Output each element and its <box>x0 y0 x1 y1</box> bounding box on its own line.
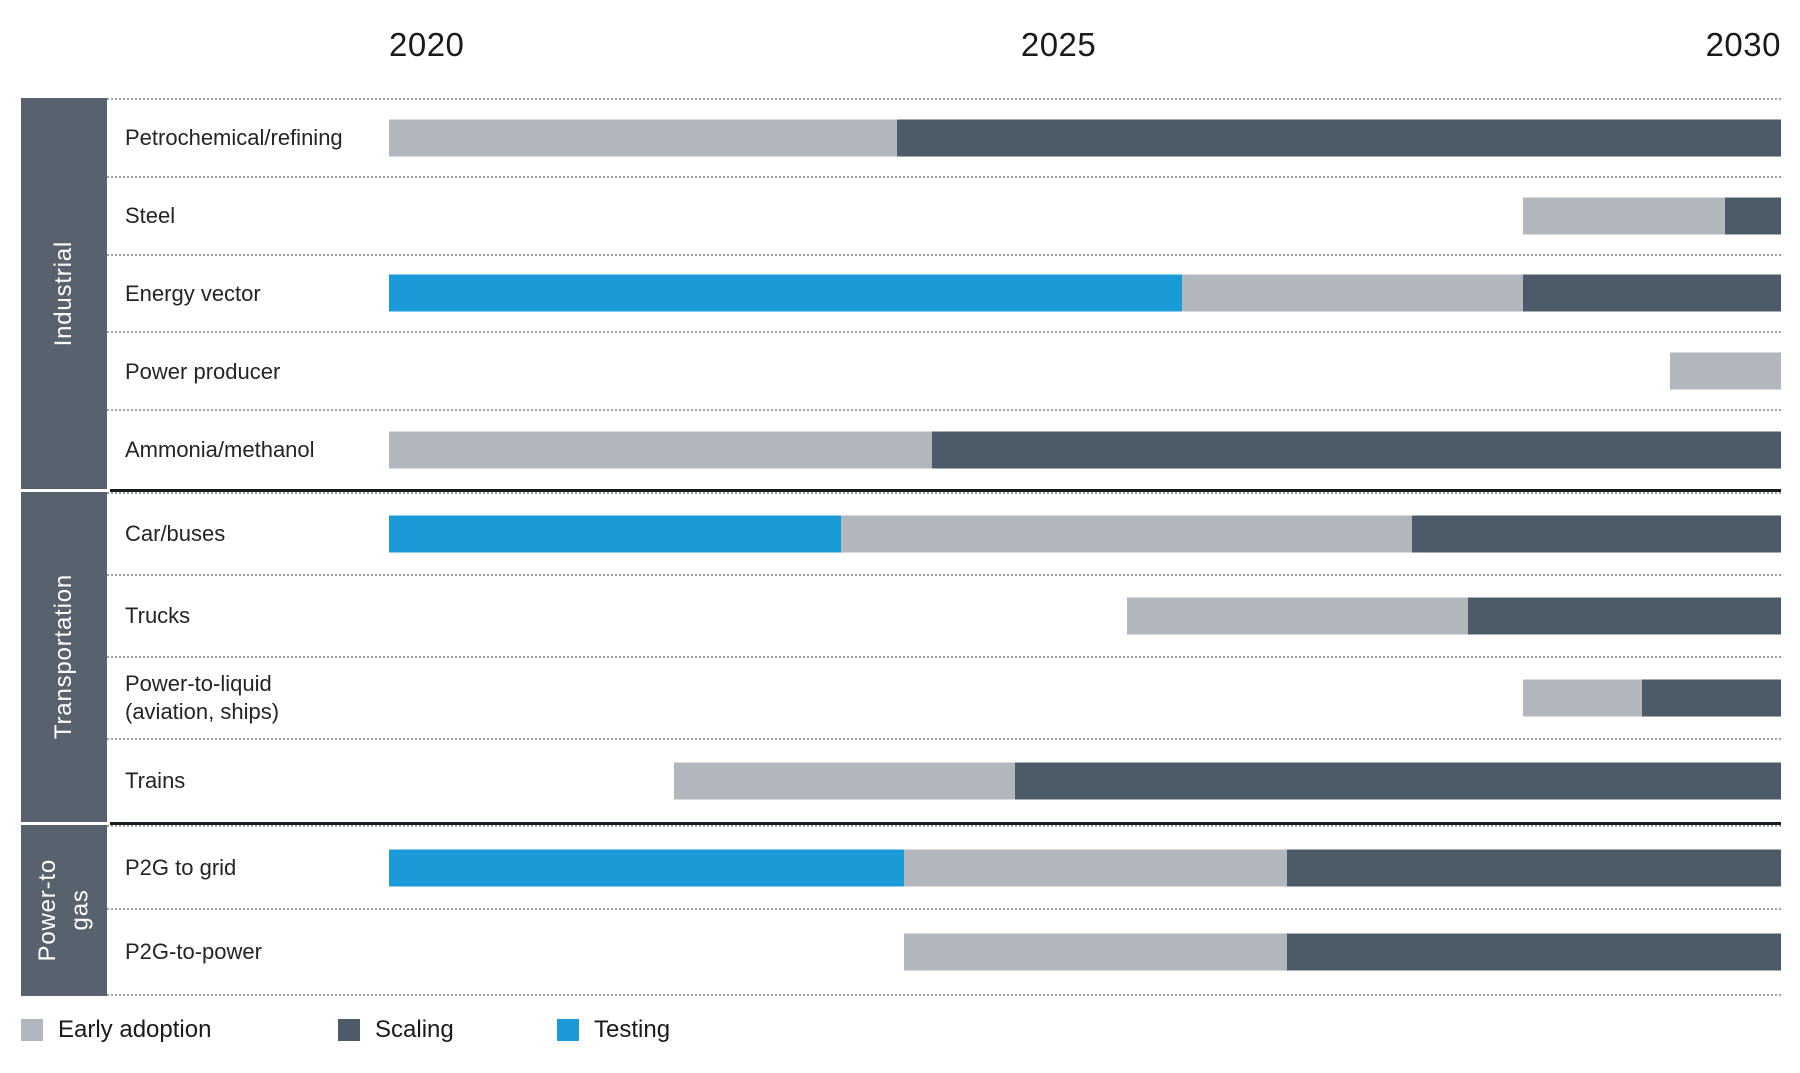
bar-segment-early <box>1523 679 1642 717</box>
row-label: Energy vector <box>125 280 261 306</box>
section-rows: P2G to grid P2G-to-power <box>107 824 1781 996</box>
bar-segment-early <box>841 515 1413 553</box>
axis-tick-2020: 2020 <box>389 26 465 63</box>
early-adoption-swatch-icon <box>21 1019 43 1041</box>
bar-segment-early <box>1669 352 1781 390</box>
bar-segment-scaling <box>1467 597 1781 635</box>
section-rows: Petrochemical/refining Steel Energy vector… <box>107 98 1781 489</box>
legend-item-scaling: Scaling <box>338 1016 454 1044</box>
timeline-row-power-producer: Power producer <box>107 333 1781 412</box>
timeline-row-steel: Steel <box>107 178 1781 256</box>
row-label: P2G-to-power <box>125 939 262 965</box>
section-label-block-power-to-gas: Power-to gas <box>21 824 107 996</box>
row-label: Ammonia/methanol <box>125 437 315 463</box>
row-track <box>389 100 1781 176</box>
bar-segment-early <box>904 849 1287 887</box>
timeline-row-p2g-to-power: P2G-to-power <box>107 910 1781 994</box>
bar-segment-early <box>1126 597 1468 635</box>
timeline-row-energy-vector: Energy vector <box>107 256 1781 334</box>
row-label: Power producer <box>125 358 281 384</box>
row-track <box>389 494 1781 574</box>
bar-segment-scaling <box>1412 515 1781 553</box>
bar-segment-early <box>1523 197 1726 235</box>
bar-segment-early <box>674 762 1016 800</box>
legend-label: Early adoption <box>58 1016 212 1043</box>
row-label: Power-to-liquid (aviation, ships) <box>125 671 280 724</box>
row-track <box>389 178 1781 254</box>
section-label-block-transportation: Transportation <box>21 491 107 822</box>
section-transportation: Transportation Car/buses Trucks Power-to-li… <box>21 491 1781 822</box>
bar-segment-scaling <box>897 119 1781 157</box>
timeline-row-petrochemical-refining: Petrochemical/refining <box>107 100 1781 178</box>
section-label: Transportation <box>49 574 77 740</box>
bar-segment-scaling <box>1286 849 1781 887</box>
timeline-chart-body: Industrial Petrochemical/refining Steel Ene… <box>21 98 1781 996</box>
section-label: Power-to gas <box>33 859 93 962</box>
section-power-to-gas: Power-to gas P2G to grid P2G-to-power <box>21 824 1781 996</box>
row-track <box>389 658 1781 738</box>
bar-segment-testing <box>389 515 842 553</box>
bar-segment-scaling <box>1015 762 1781 800</box>
section-rows: Car/buses Trucks Power-to-liquid (aviation… <box>107 491 1781 822</box>
row-track <box>389 576 1781 656</box>
row-label: P2G to grid <box>125 854 237 880</box>
row-label: Trains <box>125 768 186 794</box>
timeline-row-ammonia-methanol: Ammonia/methanol <box>107 411 1781 489</box>
x-axis: 2020 2025 2030 <box>389 26 1781 76</box>
timeline-row-trucks: Trucks <box>107 576 1781 658</box>
timeline-row-power-to-liquid: Power-to-liquid (aviation, ships) <box>107 658 1781 740</box>
row-label: Trucks <box>125 603 191 629</box>
bar-segment-scaling <box>1523 274 1781 312</box>
bar-segment-scaling <box>1725 197 1781 235</box>
row-label: Petrochemical/refining <box>125 125 343 151</box>
bar-segment-early <box>1182 274 1524 312</box>
timeline-row-trains: Trains <box>107 740 1781 822</box>
axis-tick-2030: 2030 <box>1705 26 1781 63</box>
legend-item-testing: Testing <box>557 1016 670 1044</box>
timeline-row-car-buses: Car/buses <box>107 494 1781 576</box>
section-industrial: Industrial Petrochemical/refining Steel Ene… <box>21 98 1781 489</box>
testing-swatch-icon <box>557 1019 579 1041</box>
section-divider <box>110 821 1781 825</box>
section-label-block-industrial: Industrial <box>21 98 107 489</box>
row-label: Steel <box>125 202 176 228</box>
axis-tick-2025: 2025 <box>1020 26 1097 63</box>
legend-item-early-adoption: Early adoption <box>21 1016 211 1044</box>
bar-segment-scaling <box>1641 679 1781 717</box>
bar-segment-testing <box>389 849 905 887</box>
row-track <box>389 411 1781 489</box>
row-track <box>389 740 1781 822</box>
row-track <box>389 827 1781 909</box>
bar-segment-early <box>904 933 1287 971</box>
scaling-swatch-icon <box>338 1019 360 1041</box>
legend-label: Scaling <box>375 1016 454 1043</box>
bar-segment-scaling <box>931 431 1781 469</box>
bar-segment-testing <box>389 274 1183 312</box>
section-divider <box>110 488 1781 492</box>
row-track <box>389 333 1781 409</box>
timeline-row-p2g-to-grid: P2G to grid <box>107 827 1781 911</box>
row-track <box>389 256 1781 332</box>
row-label: Car/buses <box>125 521 226 547</box>
row-track <box>389 910 1781 994</box>
bar-segment-scaling <box>1286 933 1781 971</box>
section-label: Industrial <box>49 240 77 347</box>
bar-segment-early <box>389 119 898 157</box>
bar-segment-early <box>389 431 932 469</box>
legend: Early adoption Scaling Testing <box>0 1016 1800 1056</box>
legend-label: Testing <box>594 1016 671 1043</box>
